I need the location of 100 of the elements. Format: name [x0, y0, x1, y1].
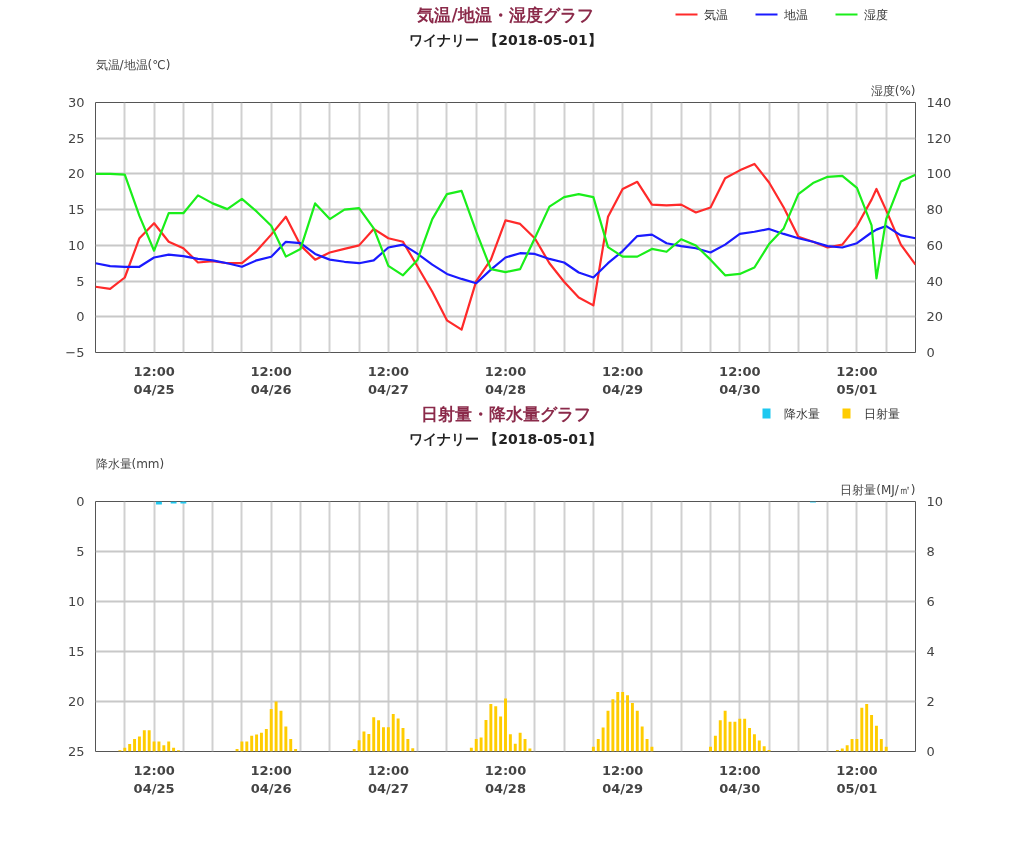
bar	[748, 728, 752, 752]
line-series	[95, 224, 916, 285]
bar	[865, 704, 869, 752]
bar	[513, 743, 517, 752]
x-tick-label: 12:00 04/27	[367, 762, 410, 796]
bar	[264, 729, 268, 752]
bar	[738, 718, 742, 752]
bar	[855, 739, 859, 752]
bar	[757, 740, 761, 752]
bar	[167, 741, 171, 752]
x-tick-label: 12:00 05/01	[836, 363, 878, 397]
bar	[762, 746, 766, 752]
y2-tick-label: 60	[926, 237, 944, 253]
bar	[372, 717, 376, 752]
bar	[718, 720, 722, 752]
y2-tick-label: 2	[926, 694, 935, 709]
bar	[411, 748, 415, 752]
legend-label: 気温	[703, 7, 728, 22]
bar	[489, 704, 493, 752]
y2-tick-label: 100	[926, 166, 952, 182]
bar	[874, 725, 878, 752]
y-tick-label: −5	[65, 345, 85, 360]
x-tick-label: 12:00 04/29	[601, 762, 644, 796]
bar	[137, 736, 141, 752]
y-axis-title: 降水量(mm)	[95, 456, 165, 471]
bar	[474, 739, 478, 752]
y-tick-label: 20	[67, 694, 85, 709]
x-tick-label: 12:00 04/30	[719, 762, 761, 796]
y2-axis-title: 日射量(MJ/㎡)	[840, 482, 916, 497]
y-tick-label: 15	[67, 644, 85, 659]
bar	[274, 701, 278, 752]
y-tick-label: 5	[76, 544, 85, 559]
y2-tick-label: 120	[926, 130, 952, 146]
bar	[382, 727, 385, 752]
bar	[850, 739, 854, 752]
bar	[845, 745, 849, 752]
y-tick-label: 10	[67, 237, 85, 253]
y-tick-label: 0	[76, 309, 85, 325]
bar	[635, 710, 639, 752]
bar	[713, 735, 717, 752]
legend-label: 日射量	[863, 406, 900, 421]
bar	[611, 699, 615, 752]
bar	[508, 734, 512, 752]
bar	[147, 730, 151, 752]
bar	[162, 745, 166, 752]
bar	[269, 709, 273, 752]
bar	[499, 716, 503, 752]
line-series	[95, 172, 916, 280]
bar	[733, 721, 737, 752]
chart-subtitle: ワイナリー 【2018-05-01】	[409, 31, 602, 48]
legend-label: 地温	[782, 7, 808, 22]
x-tick-label: 12:00 04/30	[719, 363, 761, 397]
y-tick-label: 25	[67, 130, 85, 146]
bar	[157, 741, 161, 752]
y2-tick-label: 6	[926, 594, 935, 609]
y-tick-label: 10	[67, 594, 85, 609]
y2-tick-label: 10	[926, 494, 944, 509]
bar	[284, 726, 288, 752]
bar	[289, 739, 293, 752]
bar	[240, 741, 244, 752]
y-tick-label: 25	[67, 744, 85, 759]
bar	[142, 730, 146, 752]
bar	[362, 731, 366, 752]
bar	[479, 737, 483, 752]
x-tick-label: 12:00 04/25	[133, 363, 175, 397]
legend-label: 降水量	[783, 406, 820, 421]
bar	[377, 720, 381, 752]
x-tick-label: 12:00 04/28	[484, 762, 527, 796]
bar	[616, 692, 620, 752]
y-tick-label: 15	[67, 202, 85, 218]
y2-tick-label: 140	[926, 95, 952, 110]
bar	[152, 741, 156, 752]
x-tick-label: 12:00 04/26	[250, 762, 292, 796]
x-tick-label: 12:00 04/25	[133, 762, 175, 796]
line-series	[95, 162, 916, 331]
y-tick-label: 30	[67, 95, 85, 110]
bar	[596, 739, 600, 752]
x-tick-label: 12:00 05/01	[836, 762, 878, 796]
bar	[259, 732, 263, 752]
y2-tick-label: 80	[926, 202, 944, 218]
bar	[743, 718, 747, 752]
chart-title: 気温/地温・湿度グラフ	[416, 4, 594, 25]
x-tick-label: 12:00 04/29	[601, 363, 644, 397]
bar	[396, 718, 400, 752]
bar	[128, 744, 132, 752]
bar	[640, 726, 644, 752]
bar	[367, 734, 371, 752]
bar	[752, 734, 756, 752]
bar	[879, 739, 883, 752]
bar	[645, 739, 649, 752]
bar	[870, 715, 874, 752]
bar	[621, 692, 625, 752]
y2-tick-label: 20	[926, 309, 944, 325]
bar	[255, 734, 259, 752]
y2-tick-label: 0	[926, 744, 935, 759]
chart-title: 日射量・降水量グラフ	[420, 403, 591, 424]
bar	[723, 710, 727, 752]
bar	[630, 703, 634, 752]
y2-axis-title: 湿度(%)	[870, 83, 916, 98]
x-tick-label: 12:00 04/28	[484, 363, 527, 397]
